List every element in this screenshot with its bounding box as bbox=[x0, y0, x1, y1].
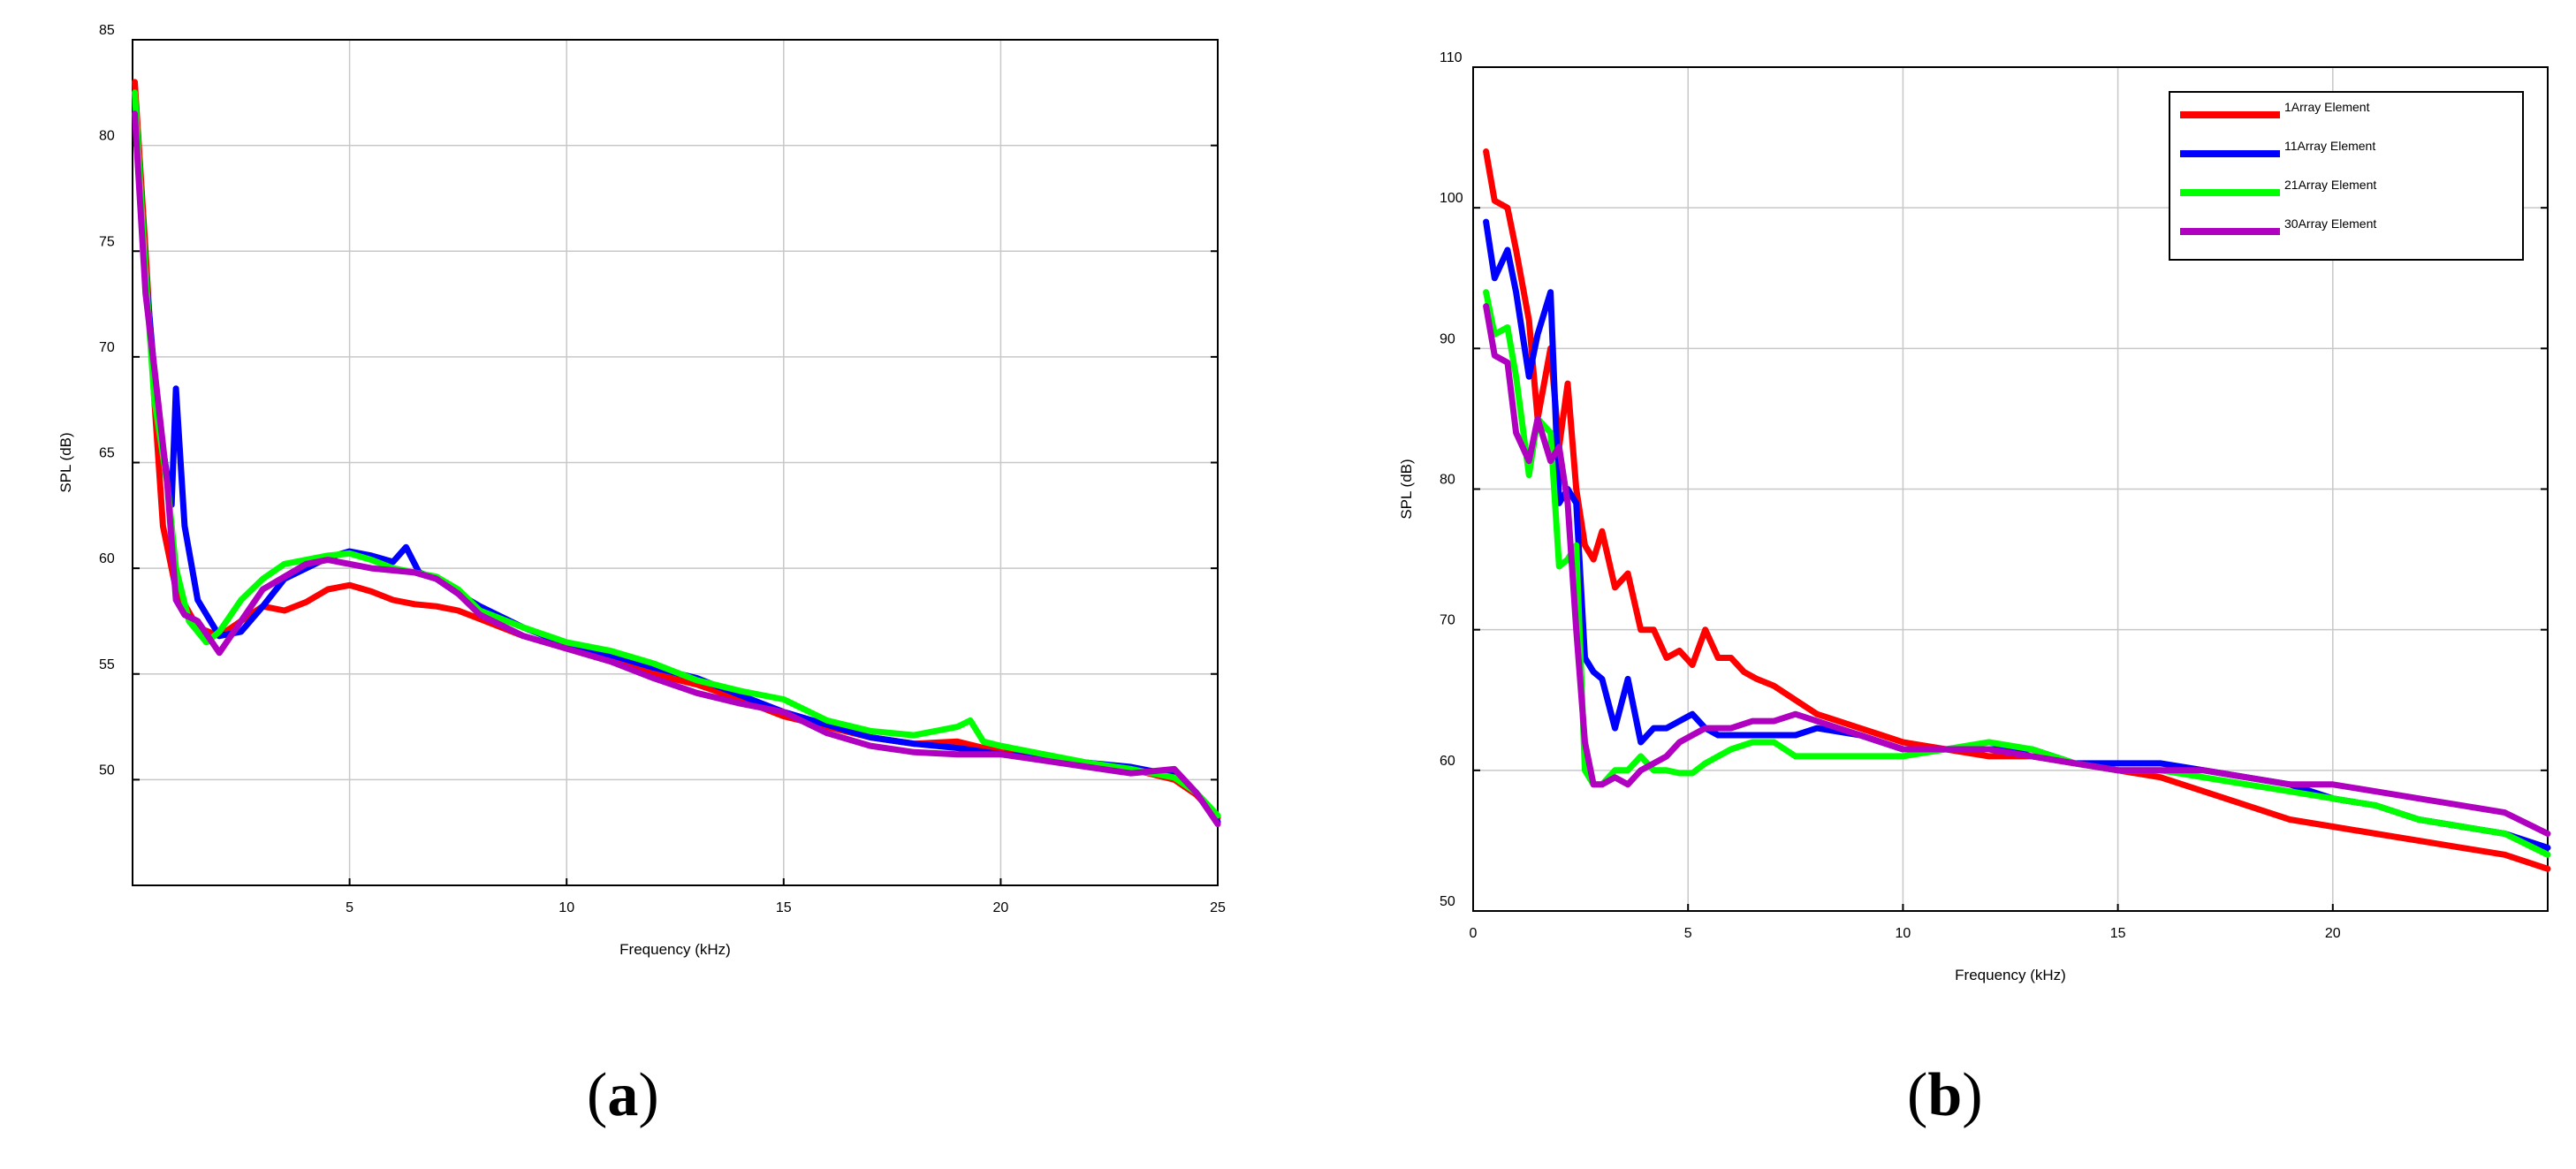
caption-a-letter: a bbox=[607, 1061, 639, 1129]
chart-b-x-tick-label: 15 bbox=[2110, 926, 2126, 941]
chart-b-x-tick-label: 20 bbox=[2325, 926, 2341, 941]
chart-a-x-tick-label: 25 bbox=[1210, 900, 1226, 915]
chart-a-series-line-purple bbox=[132, 110, 1221, 828]
chart-b-panel: 0 5 10 15 20 50 60 70 80 90 100 110 Frequency (kHz) S… bbox=[1288, 0, 2576, 1165]
chart-a-y-tick-label: 75 bbox=[99, 234, 115, 249]
chart-a-y-tick-label: 85 bbox=[99, 23, 115, 38]
chart-b-series-line-green bbox=[1483, 289, 2551, 858]
chart-b-legend-label: 30Array Element bbox=[2284, 216, 2376, 231]
chart-b-legend-box bbox=[2169, 91, 2524, 261]
chart-a-y-axis-label: SPL (dB) bbox=[57, 432, 74, 492]
chart-a-y-tick-label: 65 bbox=[99, 446, 115, 461]
chart-a-y-tick-label: 55 bbox=[99, 657, 115, 672]
chart-a-x-tick-label: 5 bbox=[346, 900, 353, 915]
chart-b-y-axis-label: SPL (dB) bbox=[1398, 459, 1415, 519]
chart-b-y-tick-label: 110 bbox=[1440, 50, 1463, 65]
chart-b-series-line-red bbox=[1483, 148, 2551, 872]
chart-b-series-line-purple bbox=[1483, 303, 2551, 837]
chart-b: 0 5 10 15 20 50 60 70 80 90 100 110 Frequency (kHz) S… bbox=[1398, 50, 2551, 983]
caption-b-letter: b bbox=[1927, 1061, 1963, 1129]
chart-a-y-tick-label: 80 bbox=[99, 129, 115, 144]
caption-b-close: ) bbox=[1962, 1061, 1983, 1129]
chart-a-series-line-green bbox=[132, 89, 1221, 819]
chart-b-y-tick-label: 70 bbox=[1440, 613, 1455, 628]
chart-b-legend-label: 11Array Element bbox=[2284, 139, 2375, 153]
caption-a-close: ) bbox=[638, 1061, 659, 1129]
chart-b-x-axis-label: Frequency (kHz) bbox=[1955, 967, 2066, 983]
caption-b: (b) bbox=[1907, 1060, 1983, 1131]
chart-a-panel: 5 10 15 20 25 50 55 60 65 70 75 80 85 Frequency (kHz)… bbox=[0, 0, 1288, 1165]
chart-b-legend-label: 21Array Element bbox=[2284, 178, 2376, 192]
chart-a-x-tick-label: 15 bbox=[776, 900, 792, 915]
chart-b-y-tick-label: 80 bbox=[1440, 473, 1455, 488]
chart-a: 5 10 15 20 25 50 55 60 65 70 75 80 85 Frequency (kHz)… bbox=[57, 23, 1226, 958]
chart-b-x-tick-label: 10 bbox=[1896, 926, 1911, 941]
caption-a: (a) bbox=[587, 1060, 659, 1131]
chart-a-x-tick-label: 20 bbox=[993, 900, 1009, 915]
chart-a-y-tick-label: 60 bbox=[99, 551, 115, 566]
chart-b-legend-label: 1Array Element bbox=[2284, 100, 2370, 114]
chart-b-x-tick-label: 0 bbox=[1470, 926, 1478, 941]
chart-a-x-axis-label: Frequency (kHz) bbox=[619, 941, 731, 958]
chart-a-x-tick-label: 10 bbox=[559, 900, 574, 915]
chart-a-y-tick-label: 70 bbox=[99, 340, 115, 355]
caption-a-open: ( bbox=[587, 1061, 608, 1129]
chart-a-series-line-red bbox=[132, 79, 1221, 821]
chart-b-y-tick-label: 90 bbox=[1440, 331, 1455, 346]
caption-b-open: ( bbox=[1907, 1061, 1928, 1129]
chart-a-y-tick-label: 50 bbox=[99, 763, 115, 778]
chart-b-y-tick-label: 60 bbox=[1440, 754, 1455, 769]
chart-b-y-tick-label: 100 bbox=[1440, 191, 1463, 206]
chart-b-x-tick-label: 5 bbox=[1684, 926, 1692, 941]
chart-b-y-tick-label: 50 bbox=[1440, 894, 1455, 909]
